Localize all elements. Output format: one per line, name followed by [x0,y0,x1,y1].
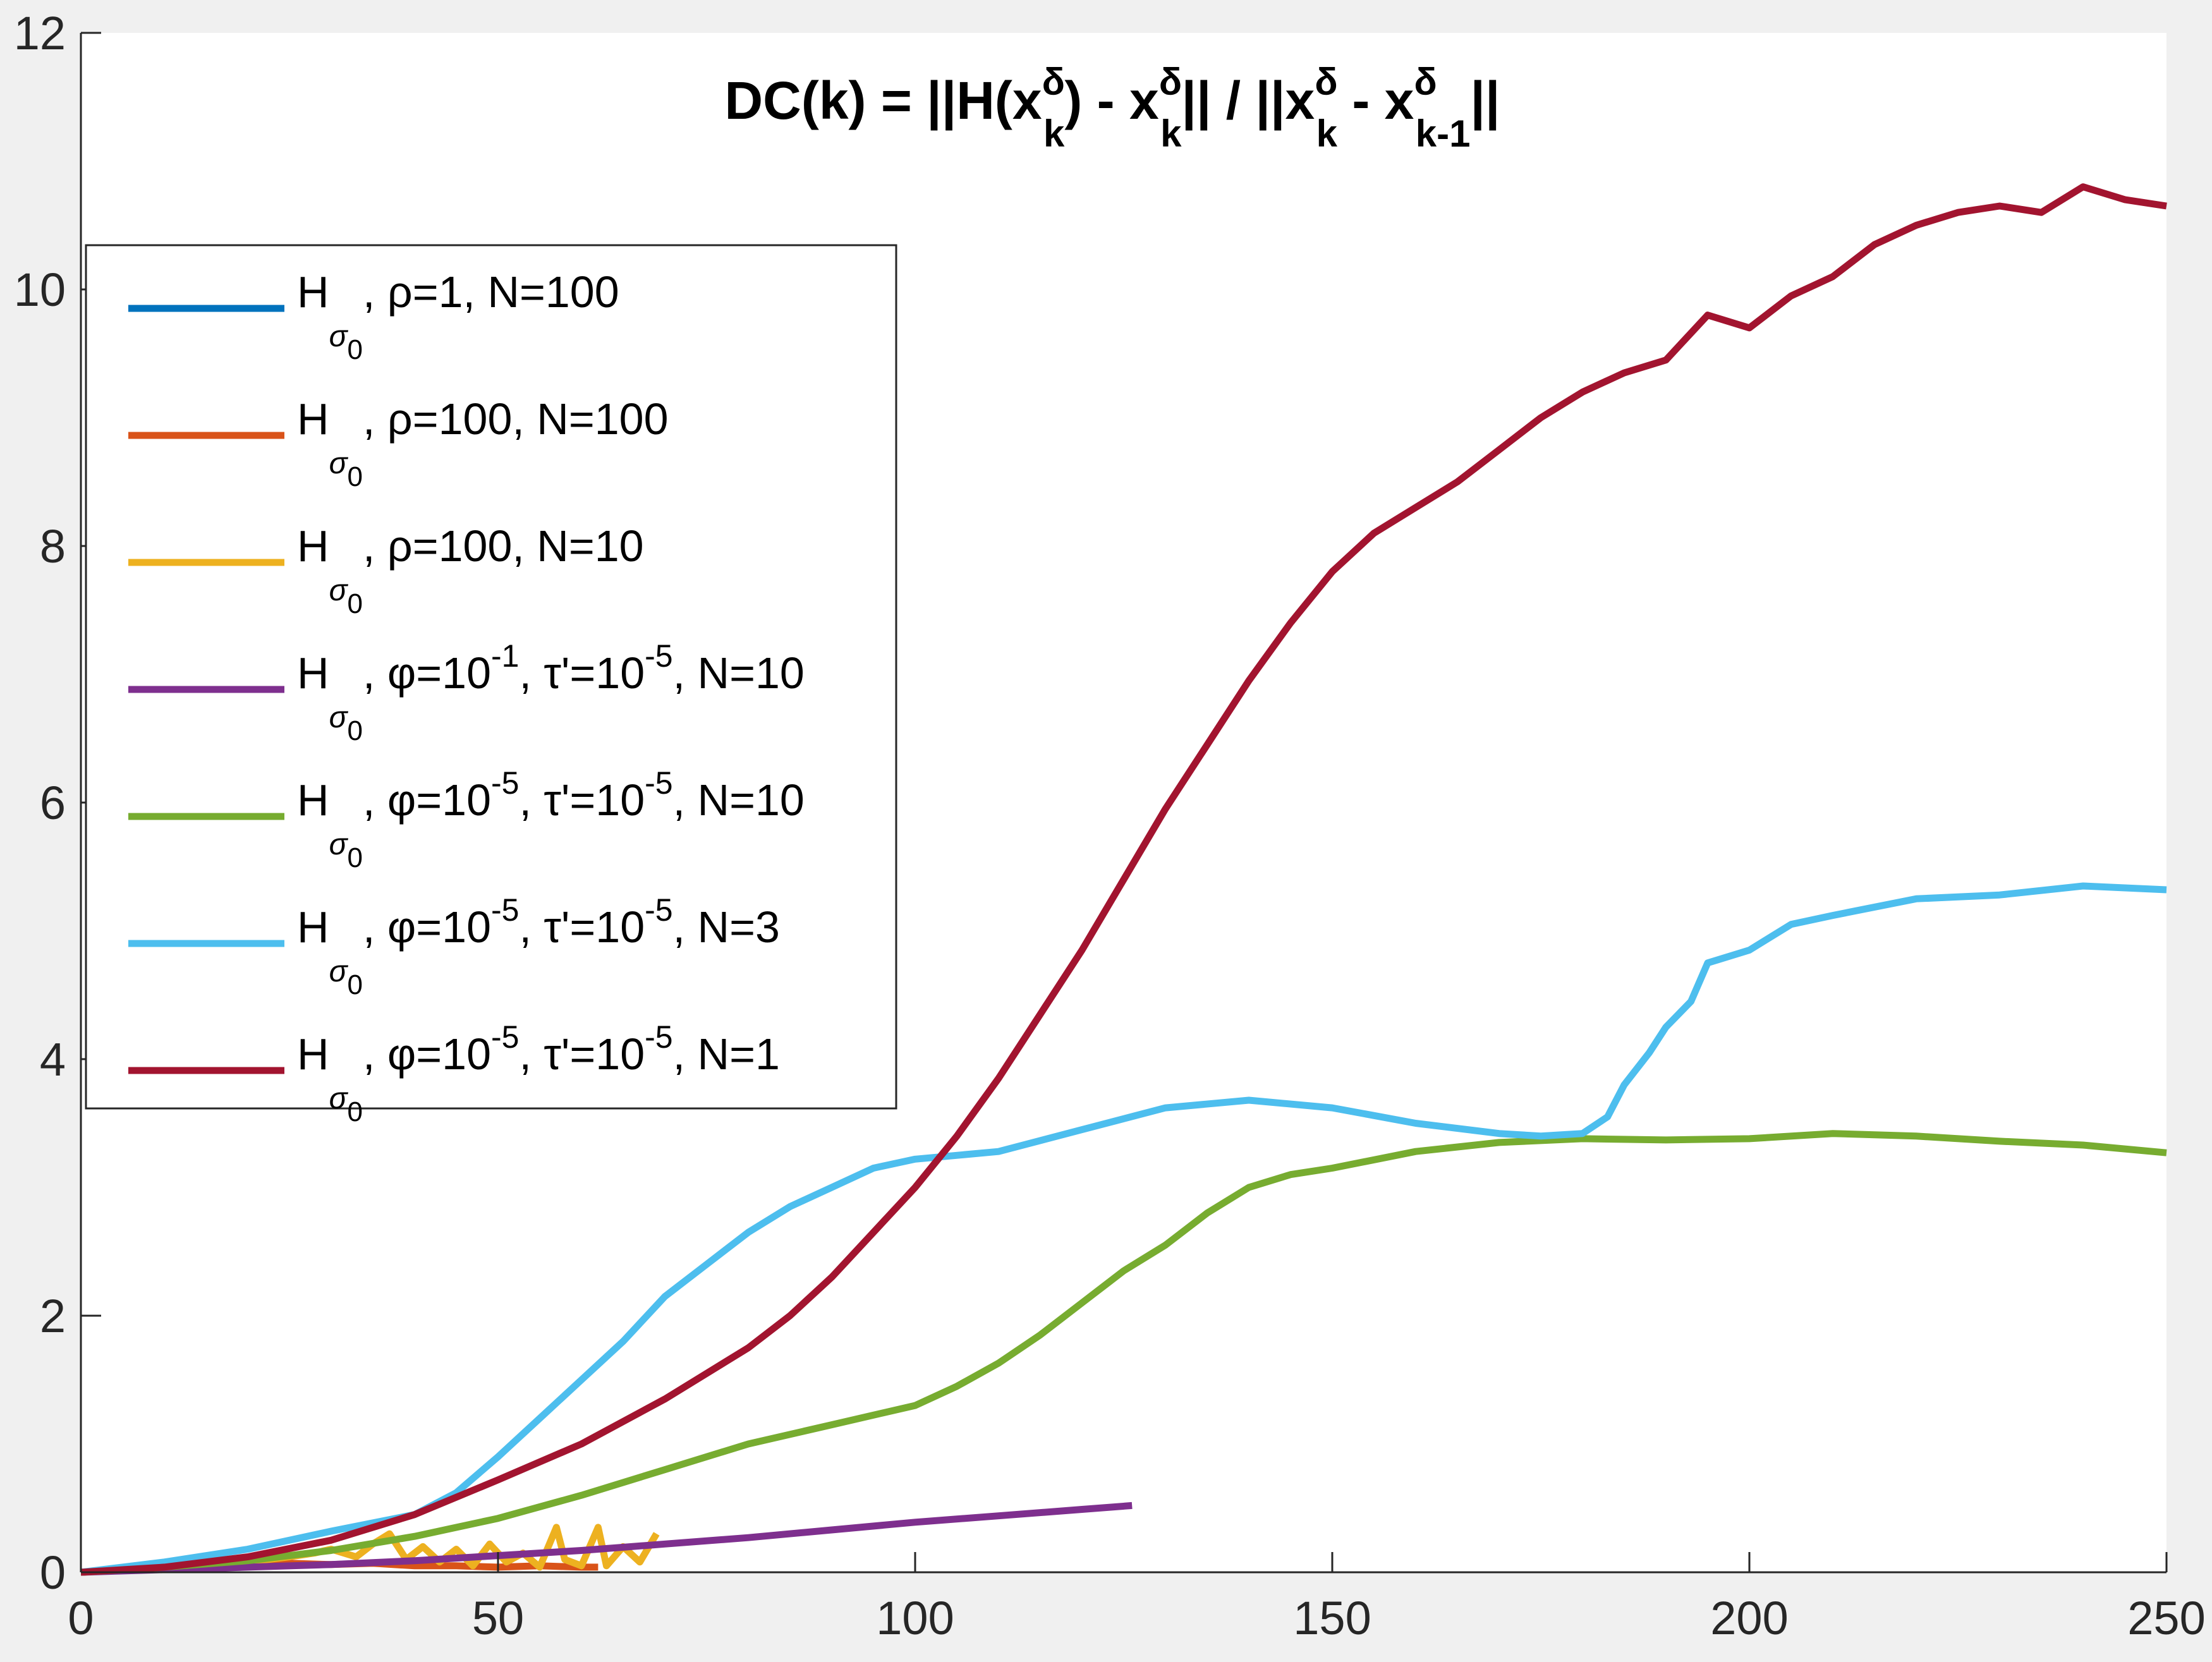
series-layer [80,183,2167,1576]
legend-label-3: Hσ0, ρ=100, N=10 [297,521,644,619]
x-tick-label: 250 [2127,1592,2205,1644]
y-tick-label: 6 [40,777,66,829]
y-tick-label: 2 [40,1290,66,1342]
chart-title: DC(k) = ||H(xδ k) - xδ k|| / ||xδ k - xδ k-1… [725,61,1500,155]
legend-label-1: Hσ0, ρ=1, N=100 [297,267,619,365]
legend-label-5: Hσ0, φ=10-5, τ'=10-5, N=10 [297,765,805,873]
x-tick-label: 50 [472,1592,524,1644]
legend-label-2: Hσ0, ρ=100, N=100 [297,394,669,492]
legend: Hσ0, ρ=1, N=100 Hσ0, ρ=100, N=100 Hσ0, ρ=1… [85,244,897,1127]
y-tick-label: 8 [40,520,66,573]
series-line-4 [80,1501,1133,1576]
x-tick-label: 150 [1293,1592,1371,1644]
x-tick-label: 100 [876,1592,954,1644]
legend-box [85,244,897,1110]
series-line-6 [80,882,2167,1576]
legend-label-7: Hσ0, φ=10-5, τ'=10-5, N=1 [297,1019,780,1127]
x-tick-label: 200 [1710,1592,1788,1644]
x-tick-label: 0 [68,1592,94,1644]
y-tick-label: 0 [40,1546,66,1599]
legend-label-4: Hσ0, φ=10-1, τ'=10-5, N=10 [297,638,805,746]
legend-label-6: Hσ0, φ=10-5, τ'=10-5, N=3 [297,892,780,1000]
y-tick-label: 4 [40,1033,66,1086]
ticks-layer: 0 50 100 150 200 250 0 2 4 6 8 10 12 [14,7,2206,1644]
series-line-7 [80,183,2167,1576]
y-tick-label: 10 [14,264,66,316]
y-tick-label: 12 [14,7,66,59]
series-line-5 [80,1130,2167,1576]
